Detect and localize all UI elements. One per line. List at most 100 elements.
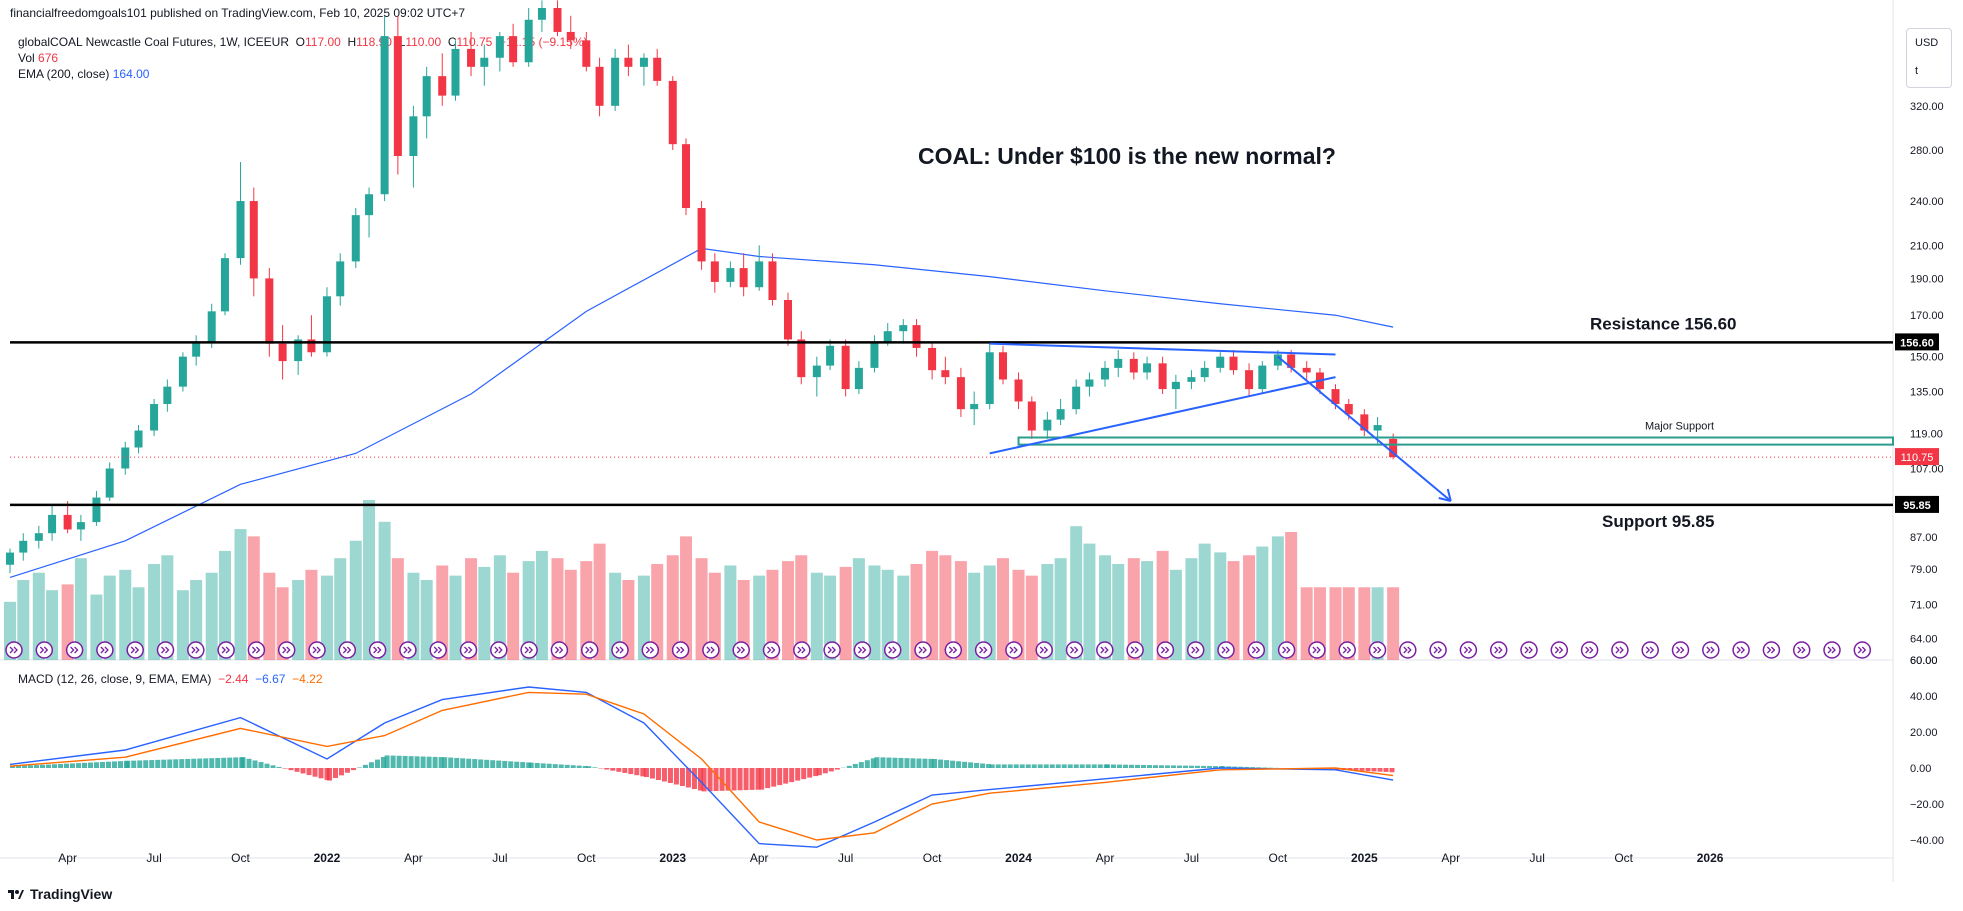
macd-histogram-bar bbox=[185, 758, 191, 768]
horizontal-levels[interactable] bbox=[10, 341, 1894, 507]
event-marker-chevron bbox=[39, 646, 49, 654]
macd-histogram-bar bbox=[40, 764, 45, 768]
candle-body bbox=[134, 430, 143, 448]
macd-histogram-bar bbox=[640, 768, 646, 777]
volume-bar bbox=[622, 580, 635, 660]
price-tick-label: 87.00 bbox=[1910, 532, 1938, 544]
time-tick-label: 2025 bbox=[1351, 851, 1378, 865]
event-markers[interactable] bbox=[5, 641, 1872, 659]
macd-histogram-bar bbox=[540, 763, 546, 768]
macd-histogram-bar bbox=[691, 768, 697, 789]
volume-bar bbox=[363, 500, 376, 660]
macd-histogram-bar bbox=[986, 764, 992, 768]
candle-body bbox=[220, 258, 229, 312]
event-marker-icon bbox=[459, 641, 478, 659]
macd-histogram-bar bbox=[759, 768, 765, 790]
event-marker-icon bbox=[1156, 641, 1175, 659]
event-marker-icon bbox=[1065, 641, 1084, 659]
candle-body bbox=[1187, 377, 1196, 382]
candle-body bbox=[682, 144, 691, 209]
candle-body bbox=[480, 57, 489, 67]
event-marker-chevron bbox=[979, 646, 988, 654]
ema-label[interactable]: EMA (200, close) bbox=[18, 67, 110, 81]
candle-body bbox=[854, 367, 863, 390]
macd-histogram-bar bbox=[282, 768, 288, 769]
candle-body bbox=[768, 261, 777, 300]
macd-histogram-bar bbox=[777, 768, 783, 786]
event-marker-icon bbox=[611, 641, 629, 659]
macd-histogram-bar bbox=[928, 758, 934, 768]
macd-histogram-bar bbox=[52, 764, 57, 768]
candle-body bbox=[941, 370, 950, 378]
candle-body bbox=[1085, 379, 1094, 387]
event-marker-chevron bbox=[464, 646, 473, 654]
macd-histogram-bar bbox=[743, 768, 749, 791]
candle-body bbox=[1229, 356, 1238, 371]
macd-histogram-bar bbox=[1073, 764, 1079, 768]
volume-bar bbox=[407, 572, 420, 660]
symbol-label[interactable]: globalCOAL Newcastle Coal Futures, 1W, I… bbox=[18, 35, 289, 49]
candle-body bbox=[1245, 370, 1254, 390]
candle-body bbox=[6, 552, 14, 565]
macd-histogram-bar bbox=[131, 760, 137, 768]
event-marker-icon bbox=[217, 641, 235, 659]
event-marker-chevron bbox=[373, 646, 382, 654]
macd-histogram-bar bbox=[950, 760, 956, 768]
event-marker-icon bbox=[1641, 641, 1659, 659]
event-marker-chevron bbox=[1857, 646, 1867, 654]
event-marker-icon bbox=[1126, 641, 1144, 659]
volume-bar bbox=[1358, 587, 1371, 660]
macd-histogram-bar bbox=[932, 759, 938, 768]
vol-value: 676 bbox=[38, 51, 59, 65]
event-marker-icon bbox=[429, 641, 447, 659]
candle-body bbox=[307, 339, 316, 353]
macd-label[interactable]: MACD (12, 26, close, 9, EMA, EMA) bbox=[18, 672, 212, 686]
price-tick-label: 60.00 bbox=[1910, 655, 1938, 667]
event-marker-chevron bbox=[1251, 646, 1261, 654]
event-marker-icon bbox=[1429, 641, 1447, 659]
macd-histogram-bar bbox=[701, 768, 707, 792]
macd-histogram-bar bbox=[846, 765, 852, 768]
volume-bar bbox=[61, 584, 74, 660]
vol-label[interactable]: Vol bbox=[18, 51, 35, 65]
macd-histogram-bar bbox=[944, 760, 950, 768]
macd-hist-value: −2.44 bbox=[218, 672, 249, 686]
trendlines[interactable] bbox=[989, 342, 1452, 502]
candle-body bbox=[178, 356, 187, 387]
macd-histogram-bar bbox=[167, 759, 173, 768]
macd-histogram-bar bbox=[828, 768, 834, 772]
macd-histogram-bar bbox=[1122, 764, 1128, 768]
chart-canvas[interactable]: 156.6095.85110.75360.00320.00280.00240.0… bbox=[0, 0, 1963, 882]
volume-bar bbox=[651, 564, 664, 660]
low-label: L bbox=[398, 35, 406, 49]
event-marker-chevron bbox=[1221, 646, 1230, 654]
event-marker-icon bbox=[793, 641, 811, 659]
candle-body bbox=[1158, 363, 1167, 390]
macd-histogram-bar bbox=[1067, 764, 1073, 768]
macd-histogram-bar bbox=[813, 768, 819, 777]
macd-histogram-bar bbox=[143, 760, 149, 768]
macd-tick-label: 60.00 bbox=[1910, 655, 1938, 667]
event-marker-chevron bbox=[1554, 646, 1564, 654]
event-marker-icon bbox=[1520, 641, 1538, 659]
volume-bar bbox=[190, 580, 203, 660]
volume-bar bbox=[1127, 558, 1140, 660]
volume-bar bbox=[1214, 552, 1227, 660]
volume-bar bbox=[74, 558, 87, 660]
currency-unit-box[interactable]: USD t bbox=[1906, 28, 1952, 88]
macd-histogram-bar bbox=[904, 758, 910, 768]
event-marker-chevron bbox=[191, 646, 200, 654]
macd-histogram-bar bbox=[1079, 764, 1085, 768]
macd-histogram-bar bbox=[586, 766, 592, 768]
time-tick-label: 2024 bbox=[1005, 851, 1032, 865]
volume-bar bbox=[897, 575, 910, 660]
event-marker-icon bbox=[1035, 641, 1053, 659]
time-tick-label: Oct bbox=[231, 851, 250, 865]
candle-body bbox=[451, 48, 460, 96]
event-marker-chevron bbox=[615, 646, 624, 654]
macd-histogram-bar bbox=[801, 768, 807, 780]
event-marker-chevron bbox=[1827, 646, 1836, 654]
volume-bar bbox=[32, 572, 45, 660]
macd-histogram-bar bbox=[546, 763, 552, 768]
open-value: 117.00 bbox=[305, 35, 341, 49]
